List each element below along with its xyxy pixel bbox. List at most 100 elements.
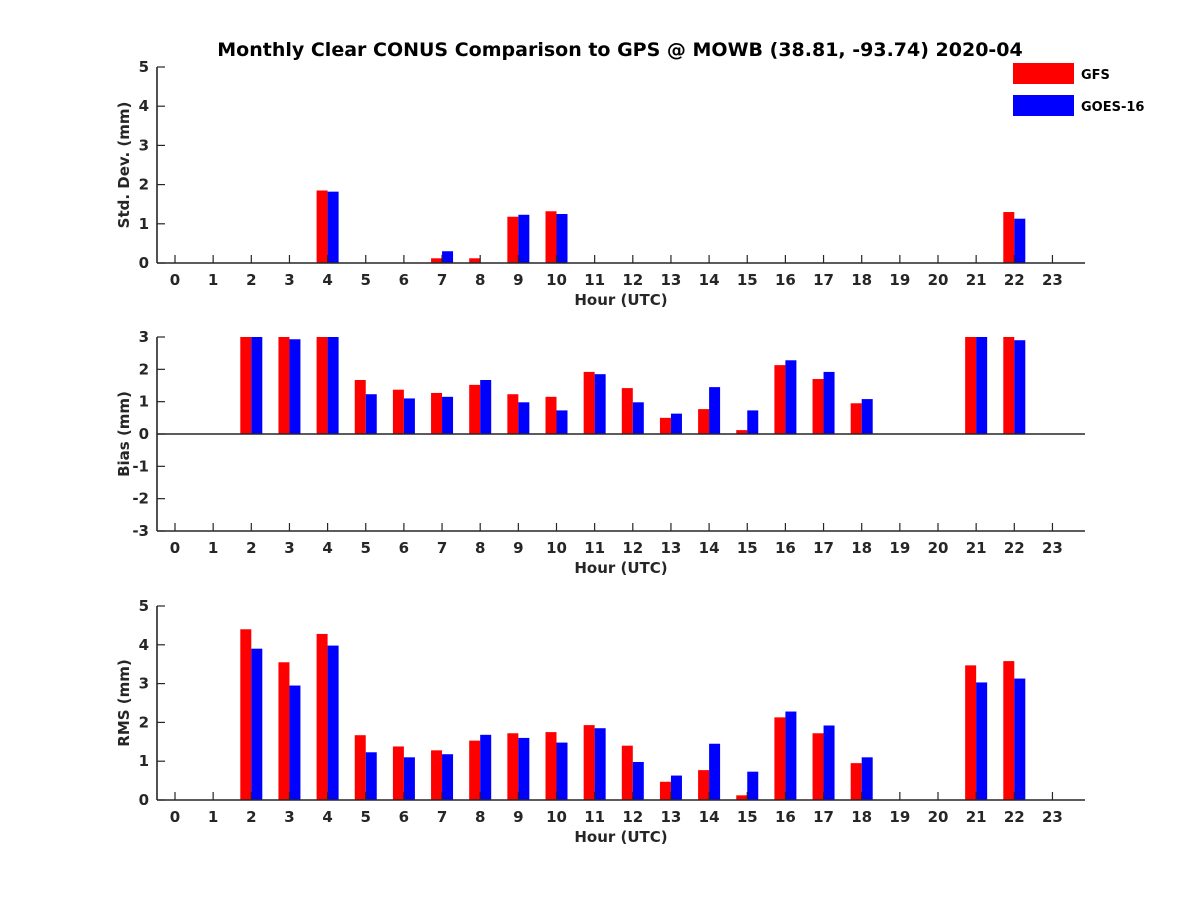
bar-rms-gfs-hour-18 [850, 763, 862, 800]
bar-bias-goes16-hour-10 [556, 410, 568, 434]
bar-rms-gfs-hour-12 [621, 745, 633, 800]
bar-bias-goes16-hour-2 [251, 337, 263, 434]
bars-stddev [316, 190, 1026, 263]
bar-bias-goes16-hour-5 [365, 394, 377, 434]
y-tick-label-stddev-2: 2 [139, 176, 149, 194]
x-tick-label-bias-10: 10 [546, 539, 567, 557]
bar-rms-goes16-hour-13 [670, 775, 682, 800]
bar-stddev-gfs-hour-8 [469, 258, 481, 263]
bar-stddev-goes16-hour-9 [518, 214, 530, 263]
x-tick-label-bias-21: 21 [966, 539, 987, 557]
x-tick-label-rms-11: 11 [584, 808, 605, 826]
x-tick-label-bias-14: 14 [699, 539, 720, 557]
bar-stddev-goes16-hour-10 [556, 214, 568, 263]
x-tick-label-bias-15: 15 [737, 539, 758, 557]
x-axis-label-bias: Hour (UTC) [574, 559, 667, 577]
y-tick-label-rms-3: 3 [139, 675, 149, 693]
bar-bias-gfs-hour-4 [316, 337, 328, 434]
y-axis-label-bias: Bias (mm) [115, 391, 133, 477]
x-tick-label-bias-18: 18 [851, 539, 872, 557]
bar-bias-goes16-hour-15 [747, 410, 759, 434]
bar-rms-goes16-hour-15 [747, 771, 759, 800]
bar-bias-gfs-hour-22 [1003, 337, 1015, 434]
bar-rms-gfs-hour-5 [354, 735, 366, 800]
x-tick-label-bias-4: 4 [322, 539, 332, 557]
bar-stddev-gfs-hour-4 [316, 190, 328, 263]
x-tick-label-stddev-0: 0 [170, 271, 180, 289]
bar-rms-goes16-hour-3 [289, 685, 301, 800]
bar-rms-goes16-hour-18 [861, 757, 873, 800]
chart-title: Monthly Clear CONUS Comparison to GPS @ … [217, 39, 1023, 61]
bar-stddev-gfs-hour-7 [431, 258, 443, 263]
bar-stddev-goes16-hour-7 [442, 251, 454, 263]
bar-rms-gfs-hour-11 [583, 725, 595, 800]
x-tick-label-bias-23: 23 [1042, 539, 1063, 557]
bar-bias-goes16-hour-8 [480, 380, 492, 434]
bar-rms-gfs-hour-3 [278, 662, 290, 800]
bar-bias-goes16-hour-21 [976, 337, 988, 434]
bar-bias-gfs-hour-10 [545, 396, 557, 434]
x-tick-label-rms-12: 12 [622, 808, 643, 826]
bar-bias-gfs-hour-18 [850, 403, 862, 434]
y-tick-label-stddev-3: 3 [139, 136, 149, 154]
x-tick-label-rms-10: 10 [546, 808, 567, 826]
bar-bias-goes16-hour-13 [670, 413, 682, 434]
x-tick-label-rms-22: 22 [1004, 808, 1025, 826]
x-tick-label-stddev-14: 14 [699, 271, 720, 289]
bar-rms-gfs-hour-22 [1003, 661, 1015, 800]
x-tick-label-bias-13: 13 [661, 539, 682, 557]
bars-bias [240, 337, 1026, 434]
bar-rms-goes16-hour-12 [632, 761, 644, 800]
x-tick-label-stddev-19: 19 [889, 271, 910, 289]
x-tick-label-rms-20: 20 [928, 808, 949, 826]
bar-rms-goes16-hour-21 [976, 682, 988, 800]
bar-bias-goes16-hour-4 [327, 337, 339, 434]
bar-rms-gfs-hour-2 [240, 629, 252, 800]
x-tick-label-bias-3: 3 [284, 539, 294, 557]
bar-bias-gfs-hour-11 [583, 371, 595, 434]
bar-bias-goes16-hour-9 [518, 402, 530, 434]
y-tick-label-stddev-4: 4 [139, 97, 149, 115]
bar-rms-goes16-hour-14 [709, 743, 721, 800]
bar-bias-gfs-hour-15 [736, 430, 748, 434]
bars-rms [240, 629, 1026, 800]
x-tick-label-rms-5: 5 [361, 808, 371, 826]
bar-bias-gfs-hour-14 [698, 409, 710, 434]
x-tick-label-stddev-12: 12 [622, 271, 643, 289]
y-tick-label-stddev-5: 5 [139, 58, 149, 76]
x-tick-label-rms-7: 7 [437, 808, 447, 826]
bar-bias-gfs-hour-2 [240, 337, 252, 434]
x-tick-label-stddev-7: 7 [437, 271, 447, 289]
x-tick-label-rms-1: 1 [208, 808, 218, 826]
x-tick-label-bias-7: 7 [437, 539, 447, 557]
x-tick-label-rms-18: 18 [851, 808, 872, 826]
x-tick-label-rms-23: 23 [1042, 808, 1063, 826]
y-tick-label-rms-0: 0 [139, 791, 149, 809]
x-tick-label-stddev-23: 23 [1042, 271, 1063, 289]
x-tick-label-rms-17: 17 [813, 808, 834, 826]
y-tick-label-bias-2: 2 [139, 360, 149, 378]
x-tick-label-rms-8: 8 [475, 808, 485, 826]
x-tick-label-stddev-22: 22 [1004, 271, 1025, 289]
y-tick-label-rms-1: 1 [139, 752, 149, 770]
bar-bias-goes16-hour-6 [403, 398, 415, 434]
bar-rms-gfs-hour-7 [431, 750, 443, 800]
bar-rms-gfs-hour-4 [316, 633, 328, 800]
x-tick-label-rms-19: 19 [889, 808, 910, 826]
legend-label-gfs: GFS [1081, 68, 1110, 83]
bar-bias-goes16-hour-12 [632, 402, 644, 434]
y-tick-label-bias--3: -3 [132, 522, 149, 540]
bar-bias-gfs-hour-17 [812, 379, 824, 434]
y-tick-label-bias-1: 1 [139, 393, 149, 411]
x-tick-label-rms-13: 13 [661, 808, 682, 826]
y-tick-label-bias--1: -1 [132, 457, 149, 475]
y-tick-label-rms-4: 4 [139, 636, 149, 654]
legend-swatch-goes16 [1013, 95, 1074, 116]
bar-bias-goes16-hour-3 [289, 339, 301, 434]
bar-rms-goes16-hour-16 [785, 711, 797, 800]
x-tick-label-bias-8: 8 [475, 539, 485, 557]
x-tick-label-stddev-5: 5 [361, 271, 371, 289]
x-tick-label-stddev-21: 21 [966, 271, 987, 289]
